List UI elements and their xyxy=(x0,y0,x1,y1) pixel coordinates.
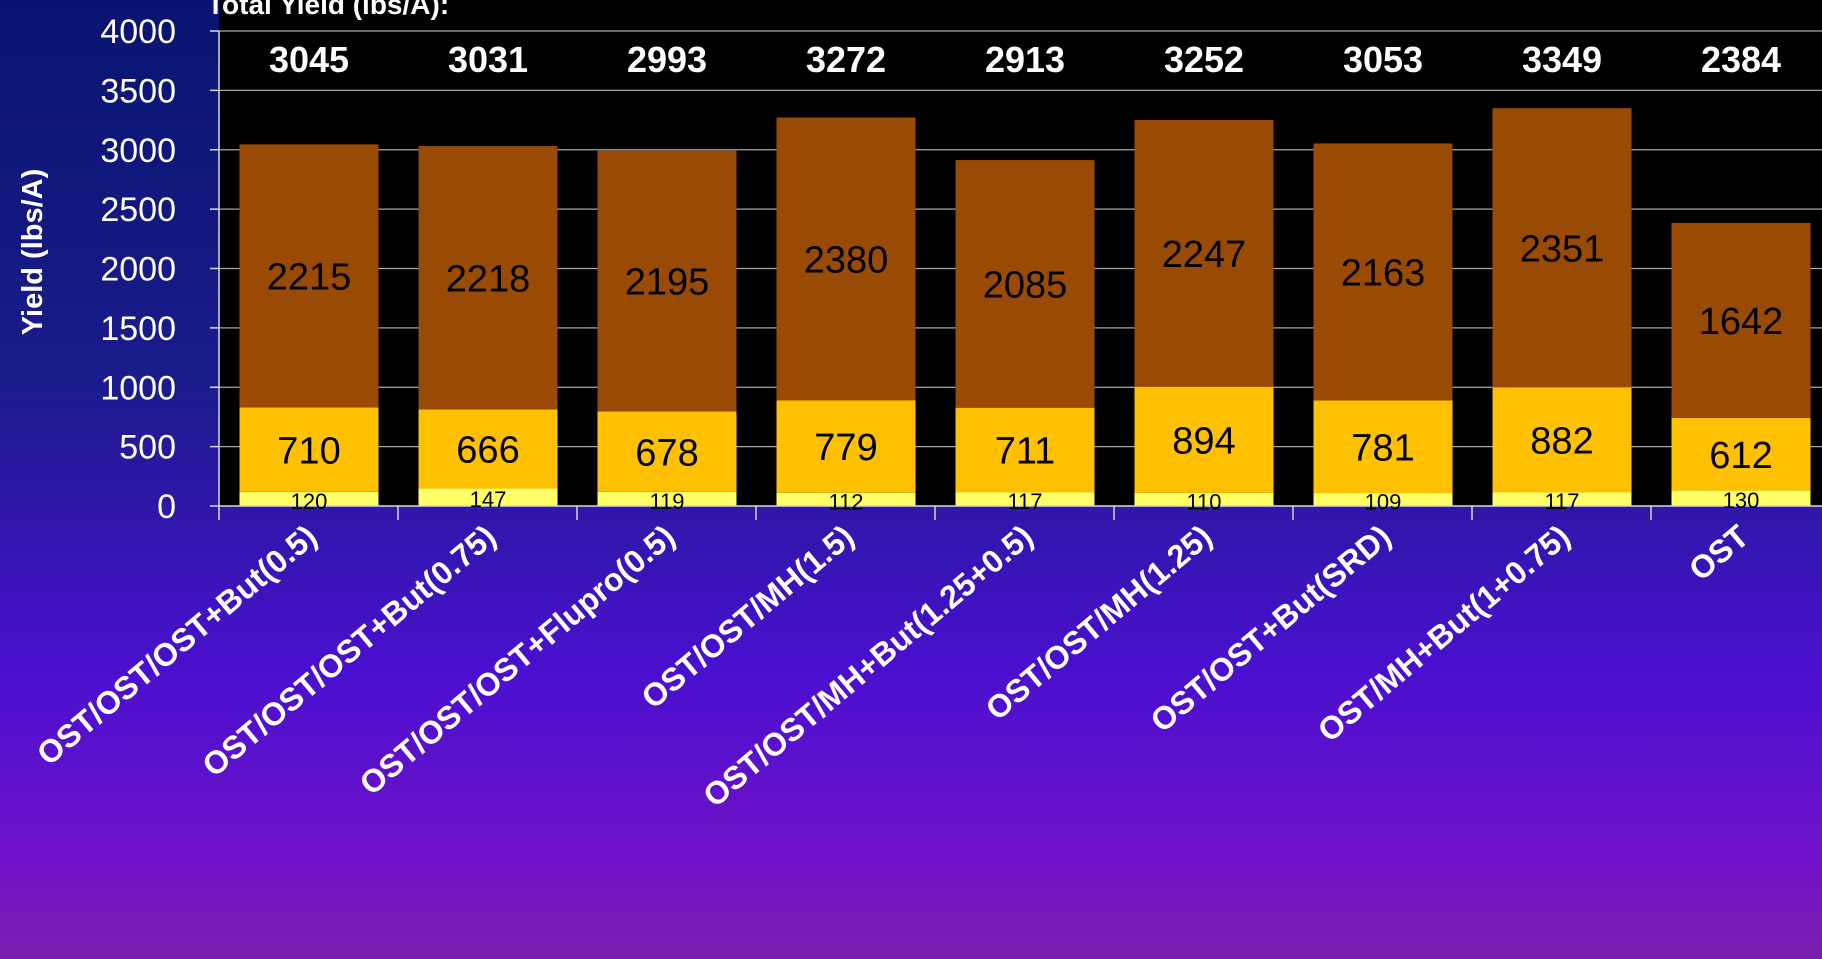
bar-segment xyxy=(955,160,1095,408)
data-label: 2163 xyxy=(1341,253,1426,295)
bar-segment xyxy=(776,400,916,493)
data-label: 710 xyxy=(277,430,340,472)
bar-segment xyxy=(1671,222,1811,418)
data-label: 612 xyxy=(1709,435,1772,477)
bar-segment xyxy=(1134,492,1274,506)
bar-segment xyxy=(597,491,737,506)
data-label: 882 xyxy=(1530,420,1593,462)
data-label: 779 xyxy=(814,427,877,469)
data-label: 119 xyxy=(649,489,684,514)
y-tick-label: 2000 xyxy=(100,251,176,289)
data-label: 666 xyxy=(456,430,519,472)
y-tick-label: 0 xyxy=(157,488,176,526)
data-label: 2247 xyxy=(1162,234,1247,276)
bars xyxy=(239,108,1811,506)
bar-segment xyxy=(1492,492,1632,506)
data-label: 109 xyxy=(1365,489,1402,514)
data-label: 117 xyxy=(1544,489,1579,514)
y-tick-label: 1000 xyxy=(100,369,176,407)
data-label: 112 xyxy=(828,489,863,514)
y-axis-title: Yield (lbs/A) xyxy=(17,169,49,336)
data-label: 147 xyxy=(470,487,507,512)
y-tick-label: 3000 xyxy=(100,132,176,170)
bar-segment xyxy=(239,407,379,492)
y-tick-label: 1500 xyxy=(100,310,176,348)
data-label: 120 xyxy=(291,489,328,514)
data-label: 2195 xyxy=(625,262,710,304)
data-label: 711 xyxy=(995,431,1056,473)
x-tick-label: OST xyxy=(1682,517,1756,587)
data-label: 2215 xyxy=(267,257,352,299)
bar-segment xyxy=(239,144,379,408)
data-label: 110 xyxy=(1186,489,1221,514)
total-label: 3045 xyxy=(269,39,349,80)
x-tick-label: OST/OST/MH+But(1.25+0.5) xyxy=(696,518,1039,814)
total-label: 2384 xyxy=(1701,39,1781,80)
bar-segment xyxy=(1492,108,1632,388)
total-label: 3252 xyxy=(1164,39,1244,80)
y-tick-label: 500 xyxy=(119,429,176,467)
x-tick-label: OST/OST/OST+But(0.5) xyxy=(30,518,323,772)
y-tick-label: 2500 xyxy=(100,191,176,229)
data-label: 2380 xyxy=(804,240,889,282)
total-label: 2913 xyxy=(985,39,1065,80)
bar-segment xyxy=(1134,119,1274,387)
bar-segment xyxy=(418,488,558,506)
total-label: 3031 xyxy=(448,39,528,80)
data-label: 2218 xyxy=(446,258,531,300)
data-label: 2085 xyxy=(983,265,1068,307)
totals-label: Total Yield (lbs/A): xyxy=(207,0,449,20)
data-label: 1642 xyxy=(1699,301,1784,343)
bar-segment xyxy=(1134,386,1274,493)
bar-segment xyxy=(955,492,1095,506)
bar-segment xyxy=(597,150,737,412)
bar-segment xyxy=(1492,387,1632,493)
bar-segment xyxy=(1671,490,1811,506)
bar-segment xyxy=(1313,143,1453,401)
total-label: 3053 xyxy=(1343,39,1423,80)
data-label: 781 xyxy=(1351,427,1414,469)
data-label: 130 xyxy=(1723,488,1760,513)
bar-segment xyxy=(418,409,558,489)
y-tick-label: 3500 xyxy=(100,72,176,110)
bar-segment xyxy=(1313,493,1453,506)
bar-segment xyxy=(1671,417,1811,491)
bar-segment xyxy=(776,117,916,401)
total-label: 2993 xyxy=(627,39,707,80)
bar-segment xyxy=(955,407,1095,493)
y-tick-label: 4000 xyxy=(100,13,176,51)
total-label: 3272 xyxy=(806,39,886,80)
total-label: 3349 xyxy=(1522,39,1602,80)
data-label: 2351 xyxy=(1520,228,1605,270)
x-tick-label: OST/OST/OST+Flupro(0.5) xyxy=(353,518,682,802)
bar-segment xyxy=(776,492,916,506)
axes: 0 500 1000 1500 2000 2500 3000 3500 4000 xyxy=(100,13,1822,526)
bar-segment xyxy=(418,146,558,410)
data-label: 117 xyxy=(1007,489,1042,514)
data-label: 678 xyxy=(635,432,698,474)
x-tick-label: OST/OST/OST+But(0.75) xyxy=(195,518,502,784)
data-label: 894 xyxy=(1172,421,1235,463)
bar-segment xyxy=(239,491,379,506)
bar-segment xyxy=(1313,400,1453,494)
bar-segment xyxy=(597,411,737,492)
